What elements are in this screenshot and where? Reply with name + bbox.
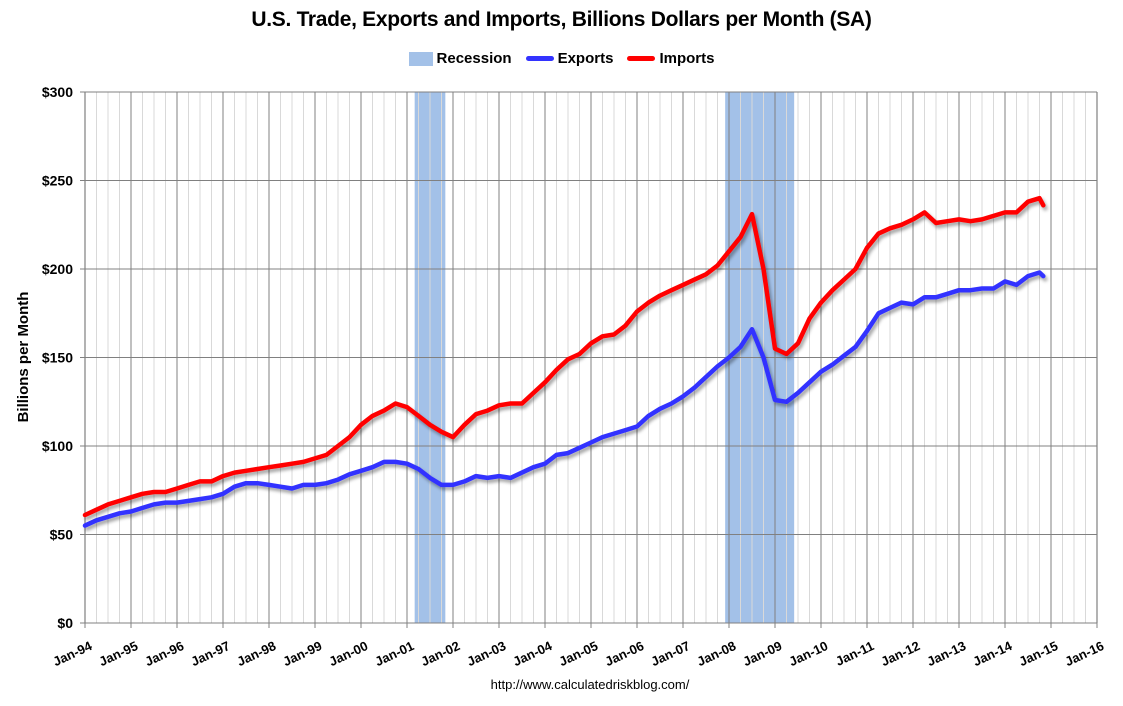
y-tick-label: $300 [42, 84, 73, 100]
x-tick-label: Jan-02 [419, 638, 463, 669]
x-tick-label: Jan-14 [971, 638, 1015, 669]
y-tick-label: $50 [50, 527, 74, 543]
x-tick-label: Jan-07 [649, 638, 693, 669]
major-gridlines [80, 91, 1098, 628]
legend-label-exports: Exports [557, 50, 614, 67]
x-tick-label: Jan-15 [1017, 638, 1061, 669]
x-tick-label: Jan-99 [281, 638, 325, 669]
x-tick-label: Jan-04 [511, 638, 555, 669]
x-tick-label: Jan-94 [51, 638, 95, 669]
y-tick-label: $100 [42, 438, 73, 454]
chart-legend: Recession Exports Imports [0, 50, 1123, 67]
data-series [82, 195, 1046, 528]
legend-item-exports: Exports [525, 50, 614, 67]
x-tick-label: Jan-97 [189, 638, 233, 669]
x-tick-label: Jan-05 [557, 638, 601, 669]
x-tick-label: Jan-11 [833, 638, 876, 669]
y-axis-label: Billions per Month [15, 292, 32, 423]
exports-line [82, 270, 1046, 528]
imports-line-swatch-icon [627, 56, 656, 61]
exports-line-swatch-icon [525, 56, 554, 61]
y-tick-label: $0 [57, 615, 73, 631]
x-tick-label: Jan-08 [695, 638, 739, 669]
y-tick-label: $150 [42, 350, 73, 366]
x-tick-label: Jan-12 [879, 638, 923, 669]
legend-item-imports: Imports [627, 50, 714, 67]
x-tick-label: Jan-13 [925, 638, 969, 669]
imports-line [82, 195, 1046, 518]
x-axis-ticks: Jan-94 Jan-95 Jan-96 Jan-97 Jan-98 Jan-99 Jan-… [51, 638, 1107, 669]
y-tick-label: $200 [42, 261, 73, 277]
x-tick-label: Jan-95 [97, 638, 141, 669]
x-tick-label: Jan-03 [465, 638, 509, 669]
recession-swatch-icon [408, 51, 433, 66]
y-tick-label: $250 [42, 173, 73, 189]
x-tick-label: Jan-16 [1063, 638, 1107, 669]
y-axis-ticks: $0 $50 $100 $150 $200 $250 $300 [42, 84, 73, 631]
source-url: http://www.calculatedriskblog.com/ [490, 677, 690, 692]
legend-label-imports: Imports [659, 50, 715, 67]
legend-label-recession: Recession [436, 50, 512, 67]
chart-title: U.S. Trade, Exports and Imports, Billion… [251, 8, 872, 31]
x-tick-label: Jan-06 [603, 638, 647, 669]
x-tick-label: Jan-10 [787, 638, 831, 669]
chart-axes [84, 92, 1098, 623]
x-tick-label: Jan-09 [741, 638, 785, 669]
x-tick-label: Jan-00 [327, 638, 371, 669]
legend-item-recession: Recession [408, 50, 512, 67]
x-tick-label: Jan-01 [373, 638, 417, 669]
x-tick-label: Jan-98 [235, 638, 279, 669]
x-tick-label: Jan-96 [143, 638, 187, 669]
